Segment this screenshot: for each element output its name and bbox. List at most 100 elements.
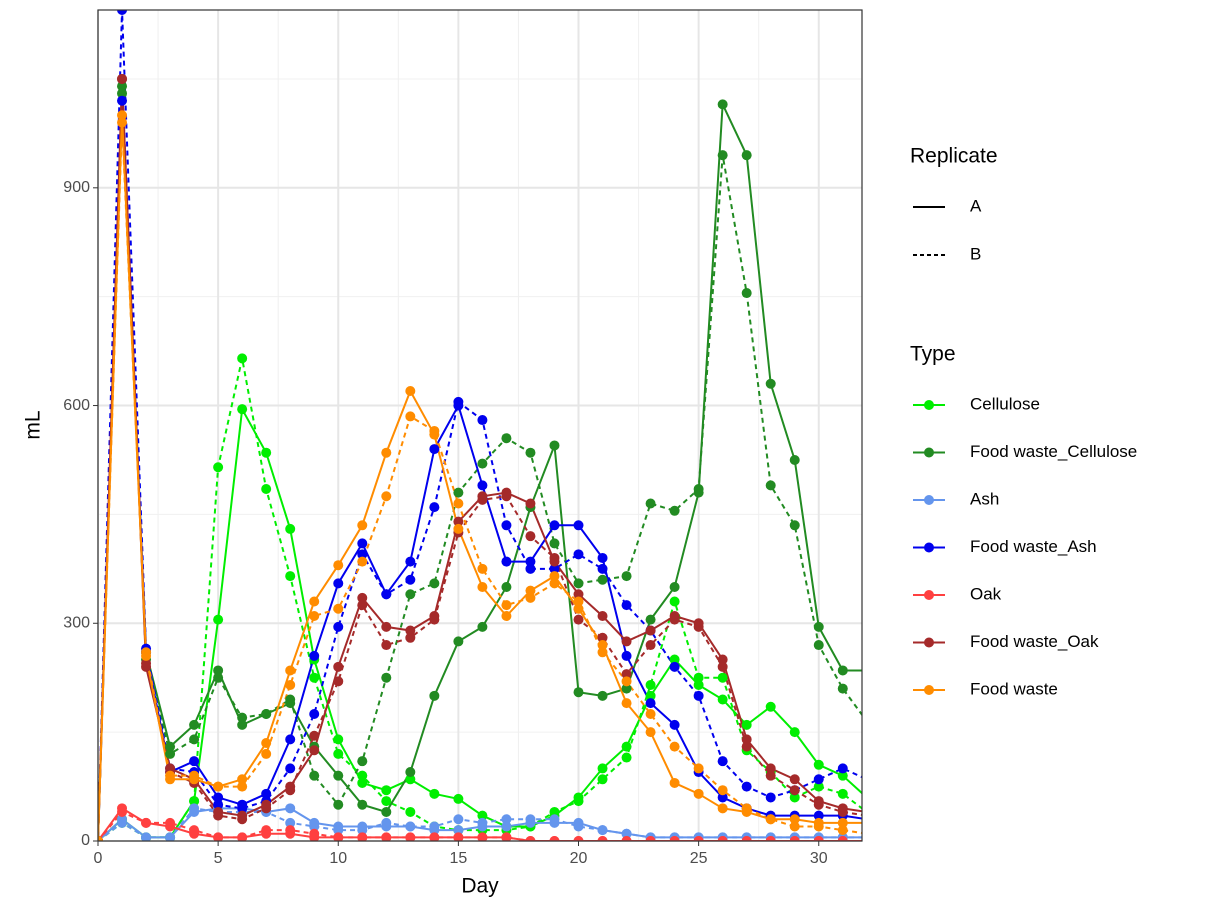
data-point <box>213 672 224 683</box>
data-point <box>357 549 368 560</box>
data-point <box>453 825 464 836</box>
data-point <box>213 614 224 625</box>
data-point <box>501 832 512 841</box>
data-point <box>597 774 608 785</box>
data-point <box>765 378 776 389</box>
data-point <box>813 640 824 651</box>
data-point <box>213 781 224 792</box>
data-point <box>621 676 632 687</box>
data-point <box>861 669 862 672</box>
data-point <box>309 828 320 839</box>
data-point <box>861 814 862 817</box>
legend-key-point <box>924 447 934 458</box>
data-point <box>261 748 272 759</box>
data-point <box>597 563 608 574</box>
data-point <box>333 621 344 632</box>
data-point <box>549 578 560 589</box>
data-point <box>837 817 848 828</box>
data-point <box>261 825 272 836</box>
data-point <box>717 672 728 683</box>
data-point <box>861 810 862 814</box>
data-point <box>429 788 440 799</box>
data-point <box>309 745 320 756</box>
data-point <box>813 774 824 785</box>
x-tick-label: 10 <box>329 850 347 867</box>
data-point <box>573 614 584 625</box>
data-point <box>573 578 584 589</box>
data-point <box>813 781 824 792</box>
data-point <box>621 698 632 709</box>
data-point <box>117 95 128 106</box>
data-point <box>717 756 728 767</box>
data-point <box>381 796 392 807</box>
data-point <box>573 589 584 600</box>
data-point <box>357 756 368 767</box>
data-point <box>501 556 512 567</box>
data-point <box>333 748 344 759</box>
data-point <box>213 792 224 803</box>
data-point <box>165 748 176 759</box>
legend-key-point <box>924 495 934 505</box>
y-tick-label: 600 <box>63 397 90 414</box>
data-point <box>837 665 848 676</box>
data-point <box>717 654 728 665</box>
data-point <box>285 817 296 828</box>
data-point <box>573 821 584 832</box>
data-point <box>741 741 752 752</box>
data-point <box>333 734 344 745</box>
data-point <box>333 560 344 571</box>
data-point <box>693 672 704 683</box>
data-point <box>837 763 848 774</box>
legend-title: Type <box>910 343 956 366</box>
data-point <box>261 788 272 799</box>
data-point <box>117 817 128 828</box>
data-point <box>381 640 392 651</box>
data-point <box>693 836 704 841</box>
y-tick-label: 900 <box>63 179 90 196</box>
data-point <box>597 647 608 658</box>
data-point <box>357 770 368 781</box>
data-point <box>381 621 392 632</box>
data-point <box>189 734 200 745</box>
data-point <box>669 505 680 516</box>
data-point <box>741 803 752 814</box>
data-point <box>717 150 728 161</box>
data-point <box>429 425 440 436</box>
legend-key-point <box>924 685 934 695</box>
data-point <box>765 480 776 491</box>
data-point <box>525 814 536 825</box>
data-point <box>789 836 800 841</box>
data-point <box>357 520 368 531</box>
data-point <box>405 832 416 841</box>
data-point <box>165 832 176 841</box>
data-point <box>621 741 632 752</box>
data-point <box>525 531 536 542</box>
data-point <box>669 719 680 730</box>
data-point <box>429 690 440 701</box>
data-point <box>621 669 632 680</box>
data-point <box>285 694 296 705</box>
data-point <box>405 632 416 643</box>
data-point <box>693 763 704 774</box>
data-point <box>645 727 656 738</box>
data-point <box>429 502 440 513</box>
data-point <box>477 810 488 821</box>
data-point <box>261 738 272 749</box>
data-point <box>621 828 632 839</box>
x-tick-label: 5 <box>214 850 223 867</box>
data-point <box>621 836 632 841</box>
data-point <box>861 832 862 836</box>
legend-key-point <box>924 400 934 410</box>
data-point <box>597 552 608 563</box>
data-point <box>357 777 368 788</box>
data-point <box>429 578 440 589</box>
data-point <box>453 487 464 498</box>
data-point <box>765 836 776 841</box>
data-point <box>333 832 344 841</box>
legend-label: Food waste_Ash <box>970 537 1097 556</box>
data-point <box>429 614 440 625</box>
data-point <box>309 821 320 832</box>
y-tick-label: 0 <box>81 832 90 849</box>
data-point <box>837 825 848 836</box>
data-point <box>597 763 608 774</box>
